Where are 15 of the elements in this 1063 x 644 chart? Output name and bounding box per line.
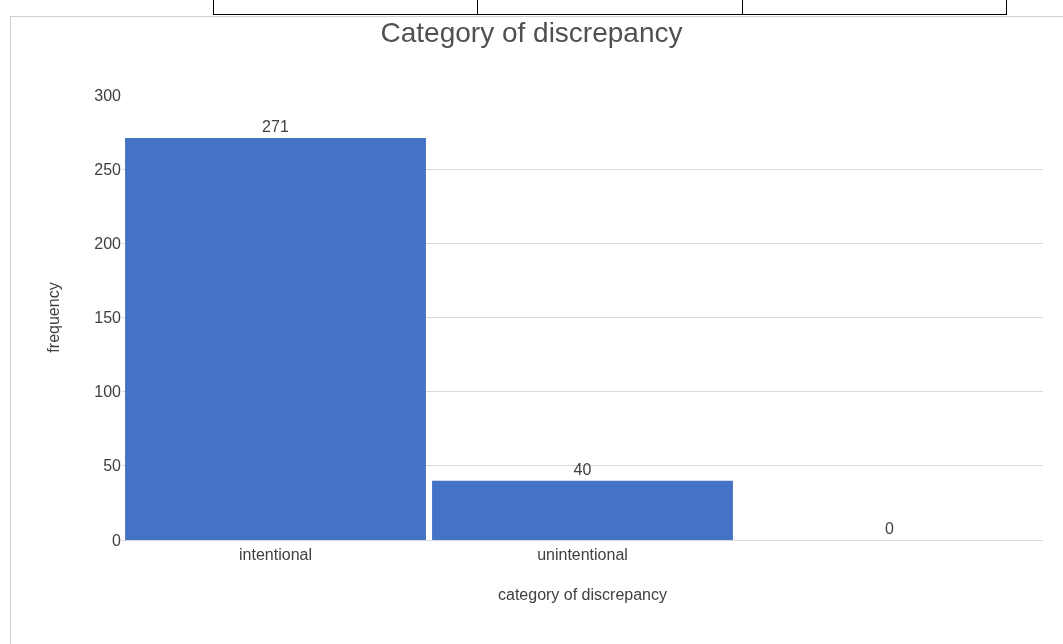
y-axis-title: frequency — [45, 282, 63, 353]
data-label: 0 — [885, 520, 894, 537]
data-label: 40 — [573, 460, 592, 478]
y-tick-label: 50 — [103, 457, 122, 475]
y-tick-label: 150 — [94, 309, 122, 327]
data-label: 271 — [262, 118, 289, 136]
y-tick-label: 200 — [94, 234, 122, 252]
y-tick-label: 0 — [112, 531, 122, 549]
y-tick-label: 300 — [94, 86, 122, 104]
x-tick-label: unintentional — [537, 546, 628, 564]
y-tick-label: 100 — [94, 383, 122, 401]
chart-title: Category of discrepancy — [380, 17, 683, 49]
y-tick-label: 250 — [94, 160, 122, 178]
x-axis-title: category of discrepancy — [498, 585, 667, 603]
x-tick-label: intentional — [239, 546, 312, 564]
